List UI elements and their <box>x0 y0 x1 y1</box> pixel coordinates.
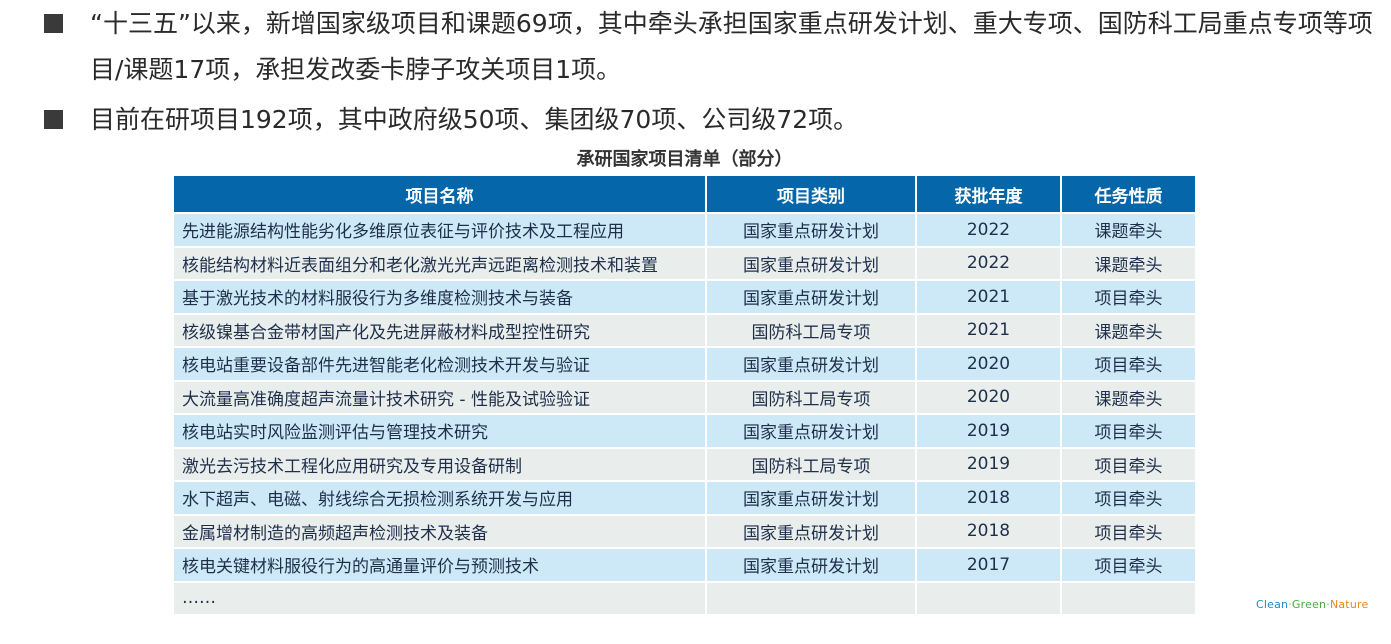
cell-project-name: 核能结构材料近表面组分和老化激光光声远距离检测技术和装置 <box>174 247 705 279</box>
cell-project-category: 国家重点研发计划 <box>707 549 915 581</box>
cell-project-name: 大流量高准确度超声流量计技术研究 - 性能及试验验证 <box>174 381 705 413</box>
cell-task-nature: 项目牵头 <box>1062 415 1195 447</box>
cell-approval-year: 2017 <box>917 549 1060 581</box>
table-row-more: …… <box>174 582 1195 614</box>
cell-project-name: 基于激光技术的材料服役行为多维度检测技术与装备 <box>174 281 705 313</box>
cell-task-nature: 项目牵头 <box>1062 281 1195 313</box>
table-header-row: 项目名称 项目类别 获批年度 任务性质 <box>174 176 1195 212</box>
cell-task-nature: 项目牵头 <box>1062 482 1195 514</box>
cell-task-nature: 课题牵头 <box>1062 314 1195 346</box>
cell-task-nature: 课题牵头 <box>1062 381 1195 413</box>
cell-project-name: 核电关键材料服役行为的高通量评价与预测技术 <box>174 549 705 581</box>
cell-project-category: 国防科工局专项 <box>707 314 915 346</box>
brand-slogan: Clean·Green·Nature <box>1256 598 1368 611</box>
bullet-text: “十三五”以来，新增国家级项目和课题69项，其中牵头承担国家重点研发计划、重大专… <box>90 9 1373 84</box>
cell-approval-year: 2020 <box>917 381 1060 413</box>
bullet-text: 目前在研项目192项，其中政府级50项、集团级70项、公司级72项。 <box>90 105 859 134</box>
table-row: 水下超声、电磁、射线综合无损检测系统开发与应用 国家重点研发计划 2018 项目… <box>174 482 1195 514</box>
cell-project-category: 国家重点研发计划 <box>707 415 915 447</box>
table-row: 激光去污技术工程化应用研究及专用设备研制 国防科工局专项 2019 项目牵头 <box>174 448 1195 480</box>
cell-project-category: 国防科工局专项 <box>707 381 915 413</box>
bullet-item: 目前在研项目192项，其中政府级50项、集团级70项、公司级72项。 <box>44 97 1374 143</box>
brand-separator: · <box>1288 598 1292 611</box>
cell-task-nature: 课题牵头 <box>1062 214 1195 246</box>
brand-separator: · <box>1326 598 1330 611</box>
header-approval-year: 获批年度 <box>917 176 1060 212</box>
cell-task-nature: 课题牵头 <box>1062 247 1195 279</box>
cell-approval-year: 2019 <box>917 448 1060 480</box>
table-row: 先进能源结构性能劣化多维原位表征与评价技术及工程应用 国家重点研发计划 2022… <box>174 214 1195 246</box>
header-task-nature: 任务性质 <box>1062 176 1195 212</box>
cell-project-category: 国家重点研发计划 <box>707 515 915 547</box>
cell-approval-year: 2022 <box>917 214 1060 246</box>
bullet-item: “十三五”以来，新增国家级项目和课题69项，其中牵头承担国家重点研发计划、重大专… <box>44 1 1374 93</box>
table-row: 核能结构材料近表面组分和老化激光光声远距离检测技术和装置 国家重点研发计划 20… <box>174 247 1195 279</box>
cell-ellipsis: …… <box>174 582 705 614</box>
table-title: 承研国家项目清单（部分） <box>576 149 793 170</box>
header-project-name: 项目名称 <box>174 176 705 212</box>
cell-project-name: 核电站重要设备部件先进智能老化检测技术开发与验证 <box>174 348 705 380</box>
cell-approval-year: 2018 <box>917 482 1060 514</box>
cell-task-nature: 项目牵头 <box>1062 448 1195 480</box>
cell-empty <box>707 582 915 614</box>
cell-approval-year: 2019 <box>917 415 1060 447</box>
cell-project-name: 水下超声、电磁、射线综合无损检测系统开发与应用 <box>174 482 705 514</box>
square-bullet-icon <box>44 14 63 33</box>
project-table: 项目名称 项目类别 获批年度 任务性质 先进能源结构性能劣化多维原位表征与评价技… <box>172 174 1197 616</box>
cell-empty <box>1062 582 1195 614</box>
cell-project-category: 国家重点研发计划 <box>707 281 915 313</box>
brand-word-nature: Nature <box>1329 598 1369 611</box>
cell-project-name: 激光去污技术工程化应用研究及专用设备研制 <box>174 448 705 480</box>
header-project-category: 项目类别 <box>707 176 915 212</box>
cell-project-name: 核电站实时风险监测评估与管理技术研究 <box>174 415 705 447</box>
cell-project-category: 国家重点研发计划 <box>707 214 915 246</box>
table-row: 核电站重要设备部件先进智能老化检测技术开发与验证 国家重点研发计划 2020 项… <box>174 348 1195 380</box>
brand-word-green: Green <box>1291 598 1327 611</box>
cell-approval-year: 2022 <box>917 247 1060 279</box>
cell-approval-year: 2021 <box>917 281 1060 313</box>
cell-project-name: 先进能源结构性能劣化多维原位表征与评价技术及工程应用 <box>174 214 705 246</box>
table-row: 金属增材制造的高频超声检测技术及装备 国家重点研发计划 2018 项目牵头 <box>174 515 1195 547</box>
cell-project-name: 核级镍基合金带材国产化及先进屏蔽材料成型控性研究 <box>174 314 705 346</box>
cell-project-category: 国家重点研发计划 <box>707 247 915 279</box>
cell-task-nature: 项目牵头 <box>1062 549 1195 581</box>
cell-approval-year: 2020 <box>917 348 1060 380</box>
cell-empty <box>917 582 1060 614</box>
cell-task-nature: 项目牵头 <box>1062 515 1195 547</box>
table-row: 核电站实时风险监测评估与管理技术研究 国家重点研发计划 2019 项目牵头 <box>174 415 1195 447</box>
cell-project-category: 国家重点研发计划 <box>707 348 915 380</box>
table-row: 核级镍基合金带材国产化及先进屏蔽材料成型控性研究 国防科工局专项 2021 课题… <box>174 314 1195 346</box>
cell-approval-year: 2018 <box>917 515 1060 547</box>
cell-project-name: 金属增材制造的高频超声检测技术及装备 <box>174 515 705 547</box>
brand-word-clean: Clean <box>1256 598 1289 611</box>
table-row: 基于激光技术的材料服役行为多维度检测技术与装备 国家重点研发计划 2021 项目… <box>174 281 1195 313</box>
cell-project-category: 国家重点研发计划 <box>707 482 915 514</box>
cell-task-nature: 项目牵头 <box>1062 348 1195 380</box>
cell-approval-year: 2021 <box>917 314 1060 346</box>
table-row: 大流量高准确度超声流量计技术研究 - 性能及试验验证 国防科工局专项 2020 … <box>174 381 1195 413</box>
table-row: 核电关键材料服役行为的高通量评价与预测技术 国家重点研发计划 2017 项目牵头 <box>174 549 1195 581</box>
cell-project-category: 国防科工局专项 <box>707 448 915 480</box>
square-bullet-icon <box>44 110 63 129</box>
